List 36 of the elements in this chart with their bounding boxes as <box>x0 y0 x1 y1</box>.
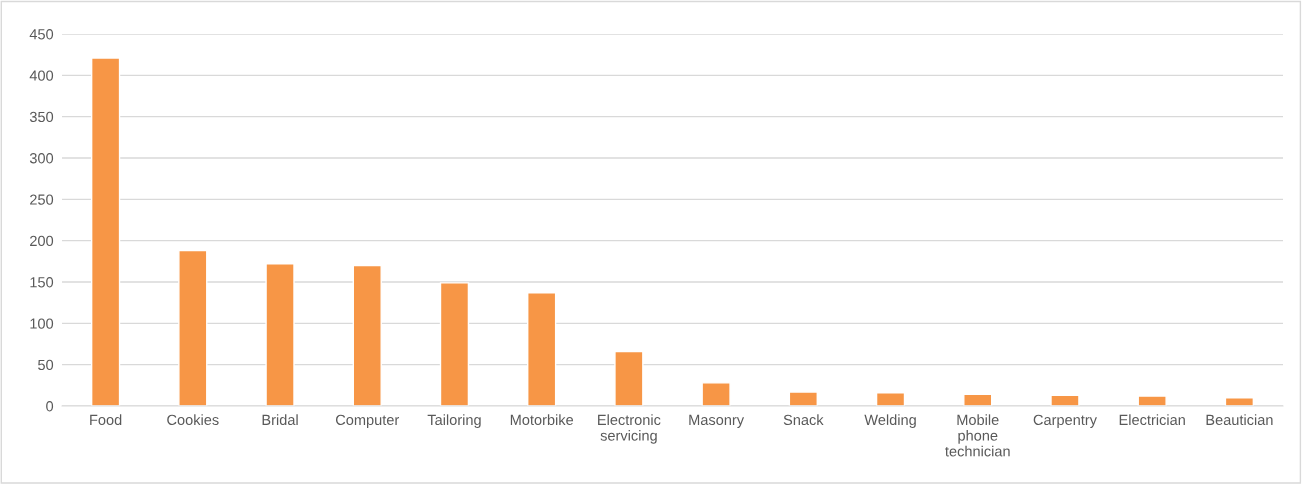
bar <box>439 282 470 406</box>
x-tick-label: Motorbike <box>510 414 574 426</box>
x-tick-label: Mobile phone technician <box>945 414 1010 457</box>
bar <box>1137 395 1167 406</box>
bar <box>90 57 121 406</box>
x-tick-label: Masonry <box>689 414 745 428</box>
x-tick-label: Food <box>90 414 122 426</box>
x-tick-label: Carpentry <box>1033 414 1097 428</box>
bar <box>1050 394 1080 406</box>
x-tick-label: Welding <box>864 414 916 428</box>
x-tick-label: Beautician <box>1206 414 1273 426</box>
bar <box>788 391 818 406</box>
x-tick-label: Electronic servicing <box>598 414 661 444</box>
y-tick-label: 0 <box>46 401 54 412</box>
y-tick-label: 400 <box>29 70 54 81</box>
x-tick-label: Electrician <box>1119 414 1185 426</box>
x-tick-label: Computer <box>335 414 400 428</box>
x-tick-label: Bridal <box>262 414 298 426</box>
y-tick-label: 350 <box>29 111 54 123</box>
y-tick-label: 50 <box>38 359 54 371</box>
y-tick-label: 100 <box>30 318 54 329</box>
bar <box>527 292 557 406</box>
y-tick-label: 450 <box>29 29 54 40</box>
y-tick-label: 300 <box>29 153 54 164</box>
x-tick-label: Snack <box>783 414 824 426</box>
y-tick-label: 200 <box>30 235 54 247</box>
bar <box>701 382 731 406</box>
y-tick-label: 150 <box>30 277 54 288</box>
y-tick-label: 250 <box>30 194 54 205</box>
x-tick-label: Tailoring <box>427 414 481 428</box>
bar <box>614 350 644 406</box>
x-tick-label: Cookies <box>167 414 219 426</box>
bar <box>265 263 295 406</box>
bar <box>875 392 906 406</box>
bar <box>178 249 208 406</box>
bar <box>352 264 382 406</box>
